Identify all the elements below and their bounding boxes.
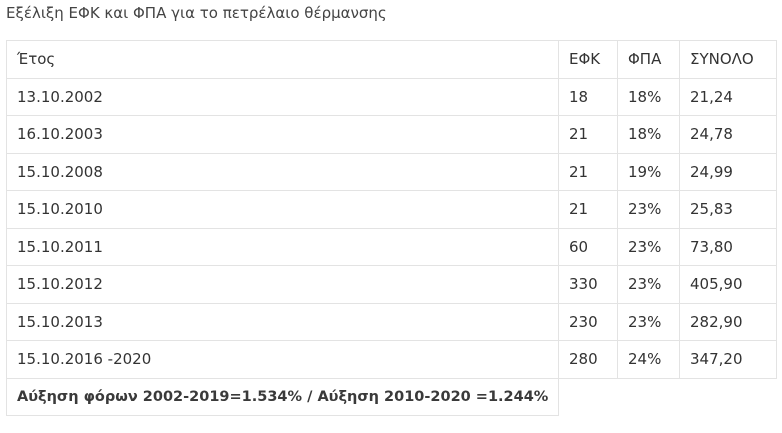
- table-row: 15.10.2008 21 19% 24,99: [6, 152, 777, 191]
- cell-fpa: 23%: [617, 227, 680, 266]
- table-row: 16.10.2003 21 18% 24,78: [6, 115, 777, 154]
- table-row: 15.10.2016 -2020 280 24% 347,20: [6, 340, 777, 379]
- cell-efk: 280: [558, 340, 618, 379]
- cell-total: 25,83: [679, 190, 777, 229]
- column-header-efk: ΕΦΚ: [558, 40, 618, 79]
- cell-efk: 60: [558, 227, 618, 266]
- cell-total: 21,24: [679, 77, 777, 116]
- cell-efk: 21: [558, 190, 618, 229]
- cell-year: 15.10.2016 -2020: [6, 340, 559, 379]
- summary-empty: [559, 378, 777, 416]
- cell-total: 405,90: [679, 265, 777, 304]
- cell-efk: 21: [558, 115, 618, 154]
- cell-fpa: 23%: [617, 190, 680, 229]
- cell-total: 347,20: [679, 340, 777, 379]
- cell-total: 73,80: [679, 227, 777, 266]
- table-caption: Εξέλιξη ΕΦΚ και ΦΠΑ για το πετρέλαιο θέρ…: [6, 4, 387, 22]
- column-header-fpa: ΦΠΑ: [617, 40, 680, 79]
- summary-text: Αύξηση φόρων 2002-2019=1.534% / Αύξηση 2…: [6, 377, 559, 416]
- column-header-total: ΣΥΝΟΛΟ: [679, 40, 777, 79]
- cell-fpa: 18%: [617, 115, 680, 154]
- table-row: 15.10.2010 21 23% 25,83: [6, 190, 777, 229]
- table-row: 15.10.2012 330 23% 405,90: [6, 265, 777, 304]
- cell-year: 15.10.2012: [6, 265, 559, 304]
- cell-fpa: 24%: [617, 340, 680, 379]
- tax-table: Έτος ΕΦΚ ΦΠΑ ΣΥΝΟΛΟ 13.10.2002 18 18% 21…: [6, 40, 777, 416]
- cell-year: 15.10.2008: [6, 152, 559, 191]
- cell-year: 15.10.2011: [6, 227, 559, 266]
- table-row: 15.10.2013 230 23% 282,90: [6, 302, 777, 341]
- cell-efk: 18: [558, 77, 618, 116]
- table-row: 15.10.2011 60 23% 73,80: [6, 227, 777, 266]
- cell-year: 13.10.2002: [6, 77, 559, 116]
- cell-year: 15.10.2013: [6, 302, 559, 341]
- cell-fpa: 23%: [617, 302, 680, 341]
- cell-efk: 230: [558, 302, 618, 341]
- column-header-year: Έτος: [6, 40, 559, 79]
- table-row: 13.10.2002 18 18% 21,24: [6, 77, 777, 116]
- cell-total: 282,90: [679, 302, 777, 341]
- cell-year: 15.10.2010: [6, 190, 559, 229]
- cell-total: 24,78: [679, 115, 777, 154]
- cell-fpa: 18%: [617, 77, 680, 116]
- summary-row: Αύξηση φόρων 2002-2019=1.534% / Αύξηση 2…: [6, 377, 777, 416]
- table-header-row: Έτος ΕΦΚ ΦΠΑ ΣΥΝΟΛΟ: [6, 40, 777, 79]
- cell-efk: 330: [558, 265, 618, 304]
- cell-total: 24,99: [679, 152, 777, 191]
- cell-fpa: 23%: [617, 265, 680, 304]
- cell-fpa: 19%: [617, 152, 680, 191]
- cell-year: 16.10.2003: [6, 115, 559, 154]
- cell-efk: 21: [558, 152, 618, 191]
